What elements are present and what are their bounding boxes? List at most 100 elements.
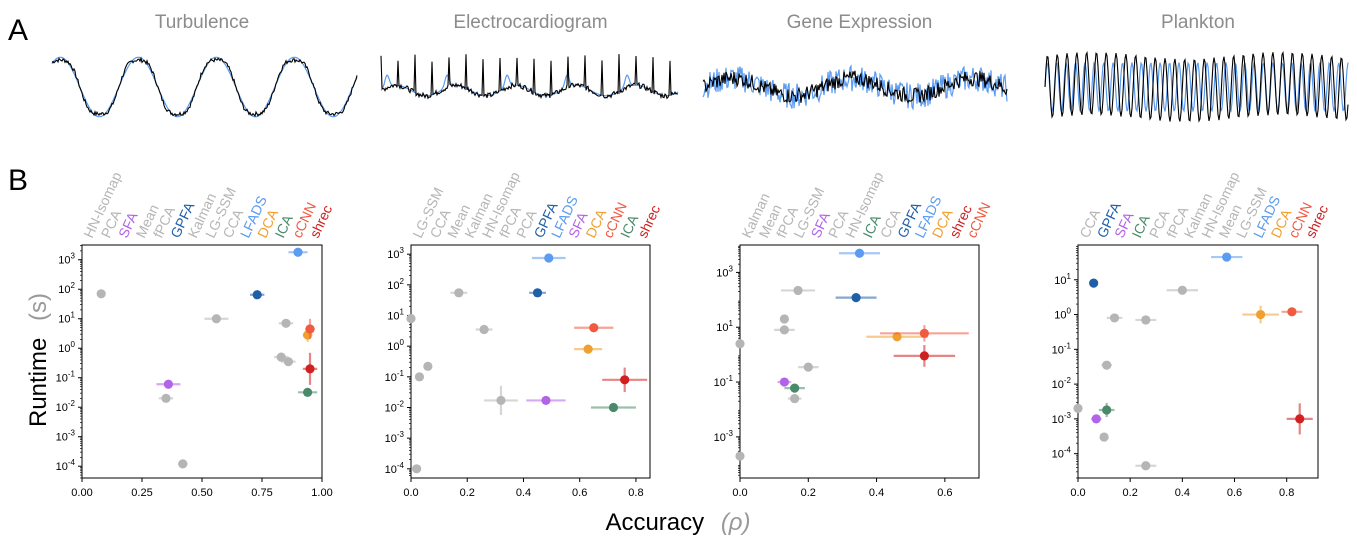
data-point: fPCA (803, 362, 813, 372)
plot-frame (410, 244, 651, 479)
y-tick-label: 10-1 (1052, 341, 1072, 356)
x-tick-label: 0.6 (572, 487, 587, 499)
data-point: ICA (1102, 405, 1112, 415)
data-point: CCA (790, 393, 800, 404)
plot-frame (739, 244, 980, 479)
y-axis-title-main: Runtime (25, 338, 52, 427)
data-point: fPCA (211, 314, 221, 324)
data-point: GPFA (851, 293, 861, 303)
reconstruction-trace-1 (380, 74, 679, 97)
y-tick-label: 103 (58, 252, 75, 267)
y-tick-label: 100 (58, 340, 75, 355)
target-trace-2 (702, 70, 1008, 104)
plot-frame (1077, 244, 1319, 479)
y-tick-label: 10-4 (1052, 446, 1072, 461)
data-point: PCA (779, 314, 789, 324)
target-trace-3 (1044, 50, 1349, 123)
y-tick-label: 10-3 (56, 429, 76, 444)
data-point: DCA (1256, 309, 1266, 320)
y-tick-label: 103 (387, 246, 404, 261)
y-tick-label: 10-3 (714, 429, 734, 444)
x-tick-label: 0.0 (1070, 487, 1085, 499)
data-point: ICA (608, 402, 619, 413)
y-tick-label: 102 (58, 281, 75, 296)
x-tick-label: 0.4 (869, 487, 884, 499)
data-point: LFADS (1222, 252, 1232, 262)
data-point: CCA (414, 372, 425, 382)
x-tick-label: 0.6 (937, 487, 952, 499)
x-tick-label: 0.4 (1175, 487, 1190, 499)
dataset-title-1: Electrocardiogram (453, 12, 607, 33)
data-point: LG-SSM (161, 393, 171, 403)
y-tick-label: 10-1 (56, 370, 76, 385)
runtime-accuracy-plots: 0.00 0.25 0.50 0.75 1.00 10-4 10-3 10-2 10-1 100 1… (56, 169, 1332, 499)
y-axis-title-unit: (s) (25, 293, 52, 321)
data-point: fPCA (423, 361, 433, 371)
y-tick-label: 100 (387, 338, 404, 353)
data-point: cCNN (305, 324, 315, 334)
data-point: PCA (1109, 313, 1120, 323)
reconstruction-trace-0 (51, 56, 358, 118)
data-point: PCA (496, 395, 506, 406)
x-axis-title: Accuracy (ρ) (605, 509, 750, 536)
target-trace-0 (51, 56, 358, 118)
data-point: Kalman (735, 339, 745, 349)
x-tick-label: 0.6 (1227, 487, 1242, 499)
data-point: GPFA (252, 290, 262, 300)
y-tick-label: 10-3 (1052, 411, 1072, 426)
y-axis-title: Runtime (s) (25, 293, 52, 427)
data-point: cCNN (1287, 307, 1297, 317)
x-tick-label: 0.00 (71, 487, 92, 499)
data-point: LG-SSM (406, 313, 416, 324)
time-series-traces (51, 50, 1349, 123)
scatter-plot-3: 0.0 0.2 0.4 0.6 0.8 10-4 10-3 10-2 10-1 100 101 CCA… (1052, 169, 1332, 499)
data-point: shrec (919, 351, 929, 361)
dataset-title-0: Turbulence (155, 12, 249, 33)
x-tick-label: 0.0 (403, 487, 418, 499)
data-point: cCNN (589, 323, 599, 333)
data-point: HN-Isomap (479, 324, 489, 335)
data-point: LFADS (544, 253, 554, 263)
dataset-title-3: Plankton (1161, 12, 1235, 33)
y-tick-label: 10-4 (385, 461, 405, 476)
reconstruction-trace-3 (1044, 61, 1349, 113)
data-point: fPCA (1102, 360, 1112, 370)
data-point: shrec (305, 364, 315, 374)
data-point: LG-SSM (1141, 461, 1151, 471)
data-point: PCA (283, 357, 293, 367)
data-point: shrec (1295, 414, 1305, 424)
data-point: SFA (541, 395, 551, 406)
x-tick-label: 0.2 (460, 487, 475, 499)
data-point: Kalman (276, 352, 286, 362)
data-point: HN-Isomap (96, 289, 106, 299)
data-point: Kalman (454, 288, 464, 298)
y-tick-label: 101 (716, 319, 733, 334)
data-point: DCA (892, 332, 902, 342)
data-point: ICA (790, 383, 800, 393)
dataset-title-2: Gene Expression (787, 12, 933, 33)
x-tick-label: 0.2 (1123, 487, 1138, 499)
data-point: Mean (178, 459, 188, 469)
x-tick-label: 0.2 (801, 487, 816, 499)
data-point: LG-SSM (779, 325, 789, 335)
y-tick-label: 10-1 (714, 374, 734, 389)
y-tick-label: 100 (1054, 307, 1071, 322)
scatter-plot-0: 0.00 0.25 0.50 0.75 1.00 10-4 10-3 10-2 10-1 100 1… (56, 169, 336, 499)
data-point: cCNN (919, 328, 929, 338)
target-trace-1 (380, 54, 679, 100)
y-tick-label: 10-1 (385, 369, 405, 384)
y-tick-label: 10-4 (56, 458, 76, 473)
scatter-plot-2: 0.0 0.2 0.4 0.6 10-3 10-1 101 103 Kalman Mean fPCA… (714, 169, 994, 499)
x-tick-label: 0.50 (191, 487, 212, 499)
data-point: LFADS (293, 247, 303, 257)
panel-label-a: A (8, 14, 28, 47)
data-point: SFA (1091, 414, 1101, 424)
data-point: Mean (735, 451, 745, 461)
dataset-titles: Turbulence Electrocardiogram Gene Expressi… (155, 12, 1235, 33)
y-tick-label: 102 (387, 277, 404, 292)
y-tick-label: 103 (716, 264, 733, 279)
data-point: GPFA (1089, 278, 1099, 288)
x-tick-label: 1.00 (311, 487, 332, 499)
data-point: SFA (163, 379, 173, 389)
